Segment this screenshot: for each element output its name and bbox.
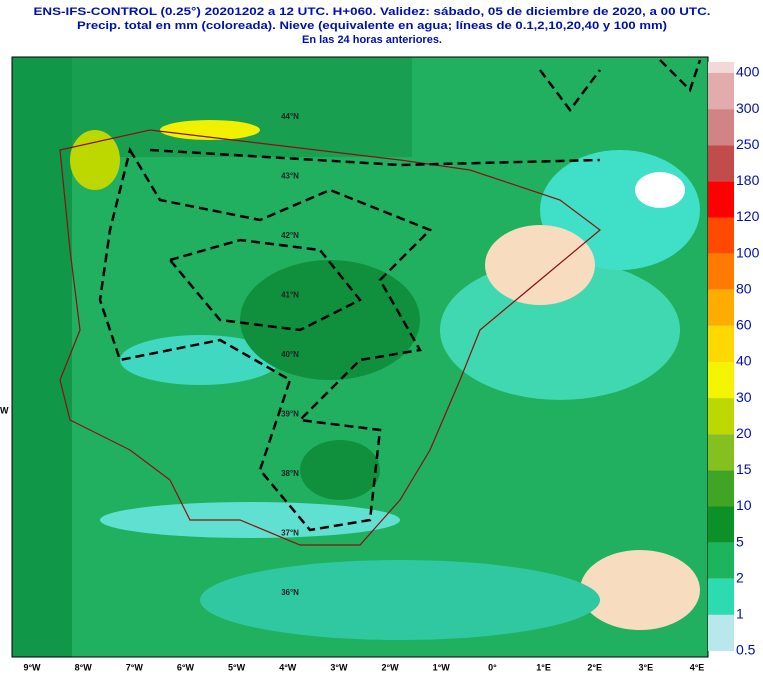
precip-area — [300, 440, 380, 500]
colorbar-swatch — [708, 470, 734, 507]
title-line: ENS-IFS-CONTROL (0.25°) 20201202 a 12 UT… — [34, 6, 711, 18]
title-block: ENS-IFS-CONTROL (0.25°) 20201202 a 12 UT… — [34, 6, 711, 46]
colorbar-label: 100 — [736, 244, 760, 260]
longitude-label: 4°W — [279, 662, 297, 672]
colorbar-label: 20 — [736, 425, 752, 441]
precip-area — [120, 335, 280, 385]
latitude-label: 37°N — [281, 529, 299, 538]
colorbar-label: 40 — [736, 353, 752, 369]
colorbar-label: 60 — [736, 317, 752, 333]
colorbar-swatch — [708, 253, 734, 290]
longitude-label: 2°E — [587, 662, 602, 672]
colorbar-label: 0.5 — [736, 642, 756, 658]
map — [11, 56, 709, 658]
colorbar-swatch — [708, 289, 734, 326]
colorbar-swatch — [708, 506, 734, 543]
colorbar-swatch — [708, 73, 734, 110]
colorbar-label: 15 — [736, 461, 752, 477]
sea-west — [12, 57, 72, 657]
colorbar-label: 400 — [736, 64, 760, 80]
colorbar-label: 10 — [736, 497, 752, 513]
colorbar: 400 300 250 180 120 100 80 60 40 30 20 15 10 5 2 1 0.5 — [708, 62, 760, 658]
latitude-label: 44°N — [281, 112, 299, 121]
colorbar-label: 180 — [736, 172, 760, 188]
snow-contour — [539, 59, 702, 113]
colorbar-label: 2 — [736, 569, 744, 585]
longitude-label: 1°W — [433, 662, 451, 672]
colorbar-swatch — [708, 542, 734, 579]
colorbar-swatch — [708, 362, 734, 399]
precip-area — [440, 260, 680, 400]
snow-contour — [167, 238, 362, 332]
longitude-label: 9°W — [23, 662, 41, 672]
colorbar-swatch — [708, 434, 734, 471]
precip-area — [160, 120, 260, 140]
colorbar-swatch — [708, 145, 734, 182]
latitude-label: 36°N — [281, 588, 299, 597]
colorbar-swatch — [708, 109, 734, 146]
colorbar-swatch — [708, 325, 734, 362]
title-line: En las 24 horas anteriores. — [302, 34, 442, 46]
longitude-label: 7°W — [126, 662, 144, 672]
colorbar-label: 80 — [736, 280, 752, 296]
colorbar-swatch — [708, 181, 734, 218]
colorbar-swatch — [708, 614, 734, 651]
precip-area — [100, 502, 400, 538]
longitude-label: 0° — [488, 662, 497, 672]
colorbar-swatch — [708, 578, 734, 615]
latitude-label: 38°N — [281, 469, 299, 478]
longitude-label: 3°E — [639, 662, 654, 672]
longitude-label: 2°W — [382, 662, 400, 672]
latitude-label: 42°N — [281, 231, 299, 240]
dry-area — [485, 225, 595, 305]
colorbar-label: 120 — [736, 208, 760, 224]
colorbar-label: 250 — [736, 136, 760, 152]
longitude-label: 1°E — [536, 662, 551, 672]
longitude-labels: 9°W 8°W 7°W 6°W 5°W 4°W 3°W 2°W 1°W 0° 1°E 2°E 3°E 4°… — [23, 662, 704, 672]
longitude-label: 5°W — [228, 662, 246, 672]
precip-area — [240, 260, 420, 380]
coastline — [59, 129, 601, 546]
snow-contour — [98, 146, 433, 532]
colorbar-label: 1 — [736, 606, 744, 622]
latitude-label: 41°N — [281, 291, 299, 300]
colorbar-swatch — [708, 62, 734, 73]
edge-label: W — [0, 405, 9, 415]
colorbar-label: 5 — [736, 533, 744, 549]
precip-area — [200, 560, 600, 640]
colorbar-swatch — [708, 217, 734, 254]
precip-area — [70, 130, 120, 190]
colorbar-label: 300 — [736, 100, 760, 116]
dry-area — [580, 550, 700, 630]
title-line: Precip. total en mm (coloreada). Nieve (… — [77, 20, 667, 32]
latitude-label: 43°N — [281, 172, 299, 181]
latitude-label: 40°N — [281, 350, 299, 359]
colorbar-label: 30 — [736, 389, 752, 405]
colorbar-swatch — [708, 398, 734, 435]
longitude-label: 6°W — [177, 662, 195, 672]
latitude-label: 39°N — [281, 410, 299, 419]
precip-area — [635, 172, 685, 208]
longitude-label: 4°E — [690, 662, 705, 672]
snow-contour — [149, 148, 601, 167]
longitude-label: 8°W — [75, 662, 93, 672]
longitude-label: 3°W — [330, 662, 348, 672]
latitude-labels: 44°N 43°N 42°N 41°N 40°N 39°N 38°N 37°N 36°N — [281, 112, 299, 597]
